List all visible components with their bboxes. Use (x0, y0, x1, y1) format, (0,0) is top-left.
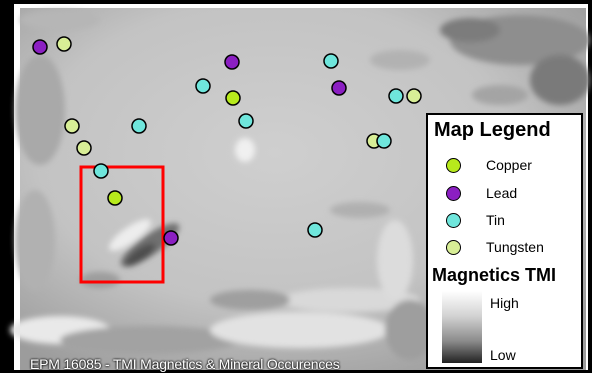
tin-occurrence (238, 113, 254, 129)
copper-occurrence (225, 90, 241, 106)
tin-occurrence (195, 78, 211, 94)
copper-occurrence (107, 190, 123, 206)
legend-item-copper: Copper (446, 155, 532, 175)
tin-occurrence (323, 53, 339, 69)
magnetic-anomalies (10, 10, 590, 360)
legend-item-tin: Tin (446, 210, 505, 230)
mineral-occurrences (32, 36, 422, 246)
legend-item-tungsten: Tungsten (446, 237, 544, 257)
tin-dot-icon (446, 212, 461, 228)
legend-title: Map Legend (434, 119, 551, 141)
tin-occurrence (131, 118, 147, 134)
copper-dot-icon (446, 157, 461, 173)
lead-occurrence (331, 80, 347, 96)
tin-occurrence (307, 222, 323, 238)
tin-occurrence (376, 133, 392, 149)
legend-label: Tin (486, 212, 505, 228)
magnetics-color-ramp (442, 291, 482, 363)
tungsten-occurrence (64, 118, 80, 134)
legend-item-lead: Lead (446, 183, 517, 203)
map-caption: EPM 16085 - TMI Magnetics & Mineral Occu… (30, 356, 340, 372)
lead-occurrence (163, 230, 179, 246)
area-of-interest-box (79, 165, 165, 284)
lead-dot-icon (446, 185, 461, 201)
ramp-low-label: Low (490, 347, 516, 363)
tin-occurrence (93, 163, 109, 179)
lead-occurrence (224, 54, 240, 70)
ramp-high-label: High (490, 295, 519, 311)
tungsten-occurrence (76, 140, 92, 156)
legend-label: Copper (486, 157, 532, 173)
lead-occurrence (32, 39, 48, 55)
magnetics-legend-title: Magnetics TMI (432, 265, 557, 285)
legend-label: Tungsten (486, 239, 544, 255)
tin-occurrence (388, 88, 404, 104)
tungsten-dot-icon (446, 239, 461, 255)
legend-label: Lead (486, 185, 518, 201)
map-legend: Map Legend Copper Lead Tin Tungsten Magn… (426, 113, 583, 369)
tungsten-occurrence (56, 36, 72, 52)
tungsten-occurrence (406, 88, 422, 104)
